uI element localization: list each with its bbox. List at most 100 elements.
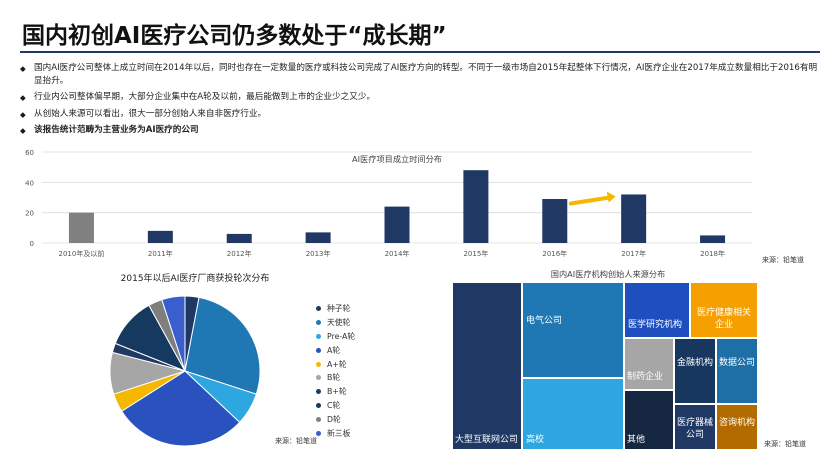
- pie-slice: [184, 296, 261, 395]
- pie-slice: [120, 370, 241, 447]
- treemap-cell-label: 大型互联网公司: [455, 435, 519, 445]
- diamond-bullet-icon: ◆: [20, 125, 26, 135]
- growth-arrow-icon: [568, 191, 616, 206]
- legend-item: C轮: [316, 399, 355, 413]
- legend-item: 种子轮: [316, 302, 355, 316]
- treemap-cell-label: 医学研究机构: [628, 320, 683, 330]
- treemap-chart: 大型互联网公司 电气公司高校 医学研究机构 医疗健康相关企业制药企业其他 金融机构 数据公…: [452, 282, 758, 450]
- bar: [305, 232, 331, 243]
- bar-xtick-label: 2012年: [227, 249, 252, 258]
- bar: [68, 212, 94, 243]
- treemap-cell: 电气公司: [522, 282, 624, 378]
- legend-item: B轮: [316, 371, 355, 385]
- legend-item: Pre-A轮: [316, 330, 355, 344]
- title-rule: [20, 51, 820, 53]
- bar-chart-title: AI医疗项目成立时间分布: [352, 154, 442, 164]
- treemap-cell: 医学研究机构: [624, 282, 690, 338]
- bar-xtick-label: 2014年: [385, 249, 410, 258]
- treemap-cell-label: 数据公司: [719, 358, 756, 368]
- treemap-cell-label: 医疗健康相关企业: [696, 308, 751, 330]
- bullet-item: ◆ 从创始人来源可以看出，很大一部分创始人来自非医疗行业。: [20, 108, 820, 121]
- bar-xtick-label: 2015年: [463, 249, 488, 258]
- legend-item: 天使轮: [316, 316, 355, 330]
- bar-xtick-label: 2011年: [148, 249, 173, 258]
- legend-swatch-icon: [316, 430, 321, 436]
- bar: [384, 206, 410, 243]
- bar-ytick-label: 40: [25, 179, 34, 187]
- legend-item: B+轮: [316, 385, 355, 399]
- legend-label: A轮: [327, 345, 341, 355]
- treemap-cell: 医疗器械公司: [674, 404, 716, 450]
- treemap-cell: 制药企业: [624, 338, 674, 390]
- bar-xtick-label: 2018年: [700, 249, 725, 258]
- treemap-cell: 数据公司: [716, 338, 758, 404]
- pie-chart-svg: 2015年以后AI医疗厂商获投轮次分布: [109, 272, 270, 447]
- treemap-title: 国内AI医疗机构创始人来源分布: [550, 269, 666, 279]
- diamond-bullet-icon: ◆: [20, 109, 26, 119]
- bar-ytick-label: 60: [25, 149, 34, 157]
- treemap-cell: 医疗健康相关企业: [690, 282, 758, 338]
- bar: [621, 194, 647, 243]
- treemap-cell-label: 电气公司: [526, 316, 563, 326]
- bar-ytick-label: 20: [25, 210, 34, 218]
- treemap-cell-label: 高校: [526, 435, 545, 445]
- bar: [700, 235, 726, 243]
- bar-chart: 0 20 40 60 AI医疗项目成立时间分布 2010年及以前 2011年 2012年 201…: [0, 140, 840, 265]
- bar: [542, 199, 568, 243]
- treemap-cell-label: 制药企业: [627, 372, 664, 382]
- treemap-cell: 金融机构: [674, 338, 716, 404]
- treemap-cell: 大型互联网公司: [452, 282, 522, 450]
- bar: [226, 233, 252, 243]
- bar-xtick-label: 2017年: [621, 249, 646, 258]
- bullet-item: ◆ 行业内公司整体偏早期，大部分企业集中在A轮及以前，最后能做到上市的企业少之又…: [20, 91, 820, 104]
- bullet-item: ◆ 该报告统计范畴为主营业务为AI医疗的公司: [20, 124, 820, 137]
- legend-swatch-icon: [316, 389, 321, 395]
- bullet-text: 国内AI医疗公司整体上成立时间在2014年以后，同时也存在一定数量的医疗或科技公…: [34, 63, 818, 87]
- legend-item: D轮: [316, 412, 355, 426]
- legend-swatch-icon: [316, 375, 321, 381]
- bar-xtick-label: 2010年及以前: [59, 249, 105, 258]
- legend-label: 新三板: [327, 428, 351, 438]
- legend-label: B轮: [327, 373, 341, 383]
- legend-swatch-icon: [316, 361, 321, 367]
- legend-label: Pre-A轮: [327, 331, 356, 341]
- legend-label: C轮: [327, 400, 341, 410]
- bar-ytick-label: 0: [30, 240, 34, 248]
- legend-item: 新三板: [316, 426, 355, 440]
- bar: [463, 170, 489, 243]
- treemap-cell-label: 医疗器械公司: [677, 418, 714, 440]
- treemap-cell-label: 其他: [627, 435, 646, 445]
- bar-xtick-label: 2013年: [306, 249, 331, 258]
- legend-label: 种子轮: [327, 304, 351, 314]
- legend-swatch-icon: [316, 333, 321, 339]
- bullet-text: 该报告统计范畴为主营业务为AI医疗的公司: [34, 124, 199, 135]
- treemap-cell-label: 金融机构: [677, 358, 714, 368]
- diamond-bullet-icon: ◆: [20, 64, 26, 73]
- legend-item: A轮: [316, 343, 355, 357]
- bullet-text: 行业内公司整体偏早期，大部分企业集中在A轮及以前，最后能做到上市的企业少之又少。: [34, 92, 376, 103]
- legend-swatch-icon: [316, 416, 321, 422]
- bullet-item: ◆ 国内AI医疗公司整体上成立时间在2014年以后，同时也存在一定数量的医疗或科…: [20, 62, 820, 88]
- legend-swatch-icon: [316, 320, 321, 326]
- bar-chart-svg: 0 20 40 60 AI医疗项目成立时间分布 2010年及以前 2011年 2012年 201…: [25, 149, 752, 258]
- pie-chart-legend: 种子轮天使轮 Pre-A轮 A轮 A+轮 B轮 B+轮 C轮 D轮新三板: [316, 302, 355, 440]
- pie-chart-title: 2015年以后AI医疗厂商获投轮次分布: [121, 272, 270, 284]
- legend-item: A+轮: [316, 357, 355, 371]
- pie-slice: [161, 295, 186, 372]
- page-title: 国内初创AI医疗公司仍多数处于“成长期”: [22, 23, 447, 49]
- treemap-cell: 咨询机构: [716, 404, 758, 450]
- treemap-cell-label: 咨询机构: [719, 418, 756, 428]
- legend-label: A+轮: [327, 359, 347, 369]
- legend-label: B+轮: [327, 387, 347, 397]
- treemap-source: 来源：铅笔道: [764, 440, 806, 448]
- legend-label: D轮: [327, 414, 341, 424]
- bar-xtick-label: 2016年: [542, 249, 567, 258]
- bar: [147, 230, 173, 243]
- pie-chart-source: 来源：铅笔道: [275, 437, 317, 445]
- bullet-text: 从创始人来源可以看出，很大一部分创始人来自非医疗行业。: [34, 108, 267, 119]
- legend-swatch-icon: [316, 347, 321, 353]
- bar-chart-source: 来源：铅笔道: [762, 256, 804, 264]
- legend-label: 天使轮: [327, 318, 351, 328]
- bullet-list: ◆ 国内AI医疗公司整体上成立时间在2014年以后，同时也存在一定数量的医疗或科…: [20, 62, 820, 140]
- treemap-cell: 高校: [522, 378, 624, 450]
